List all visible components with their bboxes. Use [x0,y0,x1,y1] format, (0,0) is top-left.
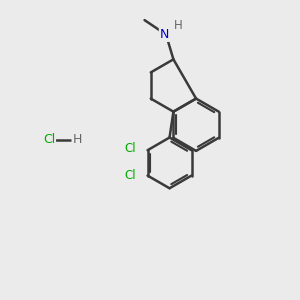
Text: N: N [160,28,169,41]
Text: H: H [73,133,82,146]
Text: Cl: Cl [124,169,136,182]
Text: Cl: Cl [124,142,136,155]
Text: Cl: Cl [43,133,55,146]
Text: H: H [174,19,183,32]
